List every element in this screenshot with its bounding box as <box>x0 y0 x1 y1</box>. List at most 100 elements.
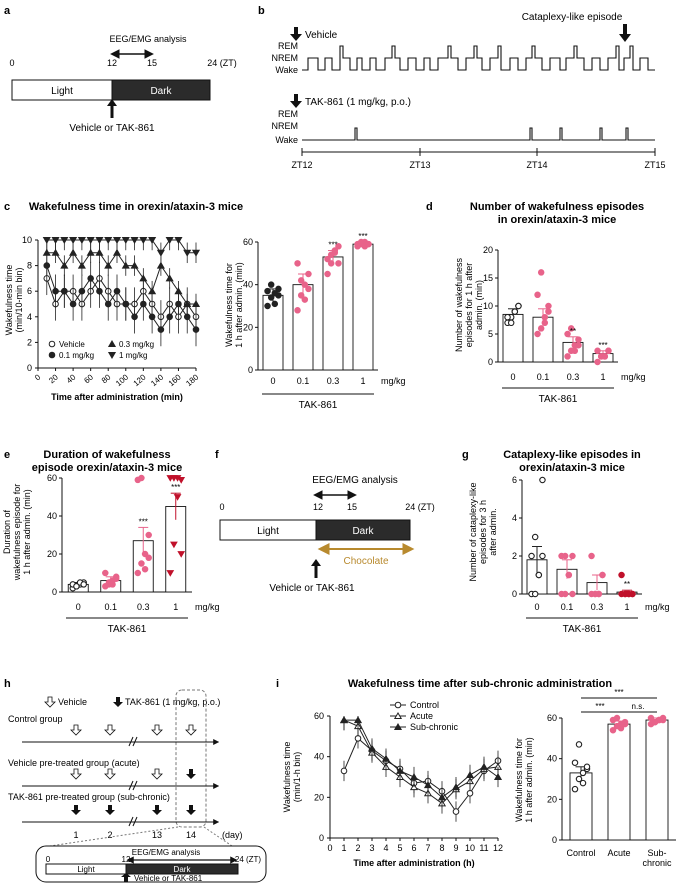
significance-label: *** <box>598 341 607 350</box>
x-tick-label: 80 <box>100 372 113 385</box>
x-tick-label: 0 <box>33 372 43 382</box>
data-point <box>60 261 69 269</box>
category-label: 0.3 <box>137 602 150 612</box>
acute-arrows <box>70 768 196 780</box>
data-point <box>104 237 113 244</box>
y-tick-label: 4 <box>512 513 517 523</box>
y-tick-label: 60 <box>314 711 324 721</box>
data-point <box>594 358 601 366</box>
chart-c-timecourse: Wakefulness time in orexin/ataxin-3 mice… <box>4 201 243 402</box>
y-tick-label: 20 <box>47 549 57 559</box>
chart-title: in orexin/ataxin-3 mice <box>498 214 617 226</box>
y-tick-label: 0 <box>248 365 253 375</box>
x-tick-label: 140 <box>149 372 165 388</box>
panel-label-a: a <box>4 5 11 17</box>
legend-vehicle-label: Vehicle <box>58 697 87 707</box>
nrem-label-tak: NREM <box>272 121 299 131</box>
category-label: 1 <box>173 602 178 612</box>
y-tick-label: 40 <box>47 511 57 521</box>
panel-label-f: f <box>215 449 219 461</box>
data-point <box>183 313 191 321</box>
e-ylabel-1: Duration of <box>2 509 12 554</box>
data-point <box>173 475 182 482</box>
chart-title: Duration of wakefulness <box>43 449 170 461</box>
chart-i-timecourse: Wakefulness time after sub-chronic admin… <box>282 678 612 868</box>
eeg-label-f: EEG/EMG analysis <box>312 475 398 486</box>
data-point <box>275 285 282 293</box>
control-arrows <box>70 724 197 736</box>
bar-3 <box>352 243 374 371</box>
zt13-label: ZT13 <box>409 160 430 170</box>
data-point <box>183 300 192 307</box>
category-label: 0.1 <box>297 376 310 386</box>
data-point <box>621 720 629 728</box>
data-point <box>165 237 174 244</box>
panel-label-h: h <box>4 678 11 690</box>
data-point <box>134 569 142 577</box>
series-line-1 <box>46 265 197 331</box>
data-point <box>145 554 152 562</box>
y-tick-label: 0 <box>552 835 557 845</box>
rem-label-tak: REM <box>278 109 298 119</box>
data-point <box>579 779 587 787</box>
g-ylabel-1: Number of cataplexy-like <box>468 482 478 581</box>
x-tick-label: 120 <box>132 372 148 388</box>
legend-label: 1 mg/kg <box>119 351 147 360</box>
data-point <box>301 296 309 303</box>
data-point <box>297 277 305 284</box>
data-point <box>148 237 157 244</box>
panel-label-c: c <box>4 201 10 213</box>
data-point <box>537 325 545 332</box>
legend-label: 0.3 mg/kg <box>119 340 154 349</box>
y-tick-label: 40 <box>243 280 253 290</box>
y-axis-label: Wakefulness time <box>282 742 292 813</box>
chart-i-title: Wakefulness time after sub-chronic admin… <box>348 678 613 690</box>
x-tick-label: 60 <box>82 372 95 385</box>
y-tick-label: 60 <box>547 713 557 723</box>
dark-phase-bar-f <box>315 519 411 541</box>
legend-label: Vehicle <box>59 340 85 349</box>
x-tick-label: 20 <box>47 372 60 385</box>
chart-title: orexin/ataxin-3 mice <box>519 462 625 474</box>
data-point <box>617 724 625 732</box>
y-axis-label: Wakefulness time for <box>224 263 234 347</box>
vehicle-label: Vehicle <box>305 30 338 41</box>
day14-highlight <box>175 689 207 828</box>
data-point <box>357 238 365 246</box>
data-point <box>569 590 576 598</box>
inset-tick-12: 12 <box>122 855 131 864</box>
data-point <box>139 237 148 244</box>
dosing-label-a: Vehicle or TAK-861 <box>69 123 155 134</box>
data-point <box>51 237 60 244</box>
category-label: 0.3 <box>591 602 604 612</box>
data-point <box>537 269 545 276</box>
data-point <box>579 769 587 777</box>
data-point <box>86 237 95 244</box>
data-point <box>78 287 86 295</box>
data-point <box>452 808 460 815</box>
g-ylabel-3: after admin. <box>488 508 498 556</box>
data-point <box>567 325 575 332</box>
bar-1 <box>607 723 631 841</box>
data-point <box>51 248 60 256</box>
y-tick-label: 10 <box>22 235 32 245</box>
data-point <box>170 541 178 549</box>
category-label: 0.1 <box>561 602 574 612</box>
data-point <box>166 313 173 321</box>
y-tick-label: 2 <box>512 551 517 561</box>
zt-tick-15-f: 15 <box>347 502 357 512</box>
data-point <box>647 714 655 722</box>
x-tick-label: 9 <box>453 843 458 853</box>
y-axis-label: Wakefulness time <box>4 265 14 336</box>
day-2-label: 2 <box>107 830 112 840</box>
zoom-line-right <box>203 826 233 847</box>
data-point <box>87 275 94 282</box>
data-point <box>77 261 86 269</box>
data-point <box>528 552 535 560</box>
dosing-arrow-head-f <box>311 559 321 566</box>
data-point <box>297 292 305 299</box>
inset-dosing-arrow <box>121 873 131 882</box>
data-point <box>539 552 546 560</box>
data-point <box>595 590 603 598</box>
data-point <box>511 308 519 315</box>
